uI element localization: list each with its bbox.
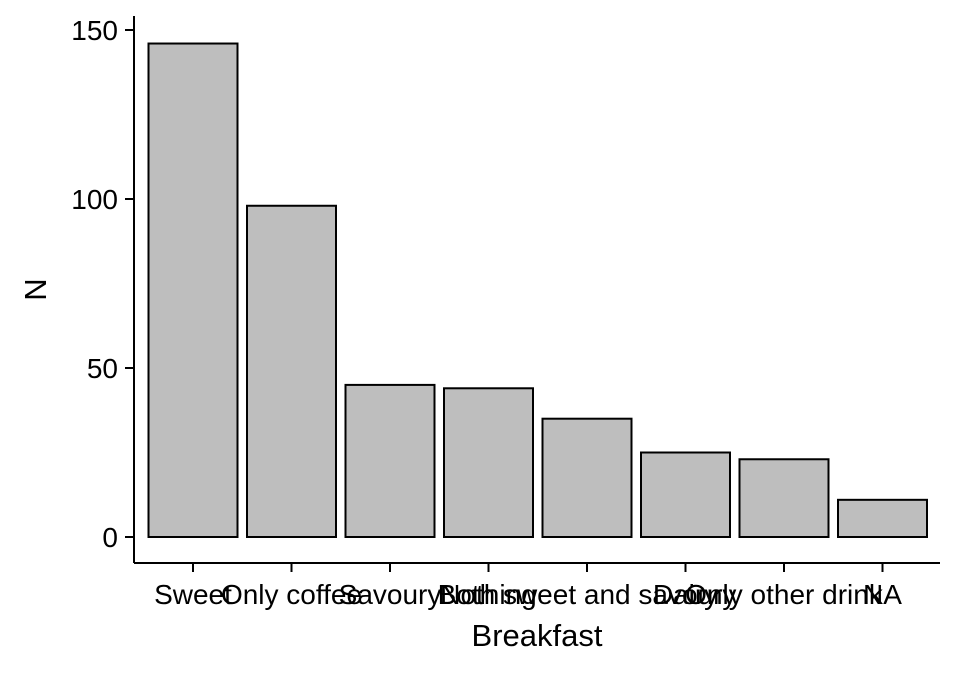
x-tick-label-na: NA (863, 579, 902, 610)
y-tick-label-150: 150 (71, 15, 118, 46)
bar-only-coffee (246, 204, 337, 538)
bar-sweet (147, 42, 239, 539)
bar-only-other-drink (738, 458, 830, 539)
y-tick-label-0: 0 (102, 522, 118, 553)
y-axis-title: N (18, 278, 53, 300)
x-tick-label-nothing: Nothing (440, 579, 537, 610)
bar-dairy (640, 451, 731, 538)
bars-group (147, 42, 928, 539)
x-tick-label-sweet: Sweet (154, 579, 232, 610)
y-tick-label-100: 100 (71, 184, 118, 215)
y-tick-label-50: 50 (87, 353, 118, 384)
x-tick-label-savoury: Savoury (339, 579, 442, 610)
bar-na (837, 498, 928, 539)
x-axis-title: Breakfast (472, 618, 603, 653)
x-tick-label-both-sweet-and-savoury: Both sweet and savoury (438, 579, 737, 610)
x-tick-label-only-other-drink: Only other drink (685, 579, 884, 610)
bar-both-sweet-and-savoury (541, 417, 633, 539)
x-tick-label-dairy: Dairy (653, 579, 718, 610)
bar-savoury (344, 383, 436, 538)
x-tick-label-only-coffee: Only coffee (221, 579, 362, 610)
bar-nothing (443, 387, 534, 538)
y-axis: 0 50 100 150 (71, 15, 135, 563)
